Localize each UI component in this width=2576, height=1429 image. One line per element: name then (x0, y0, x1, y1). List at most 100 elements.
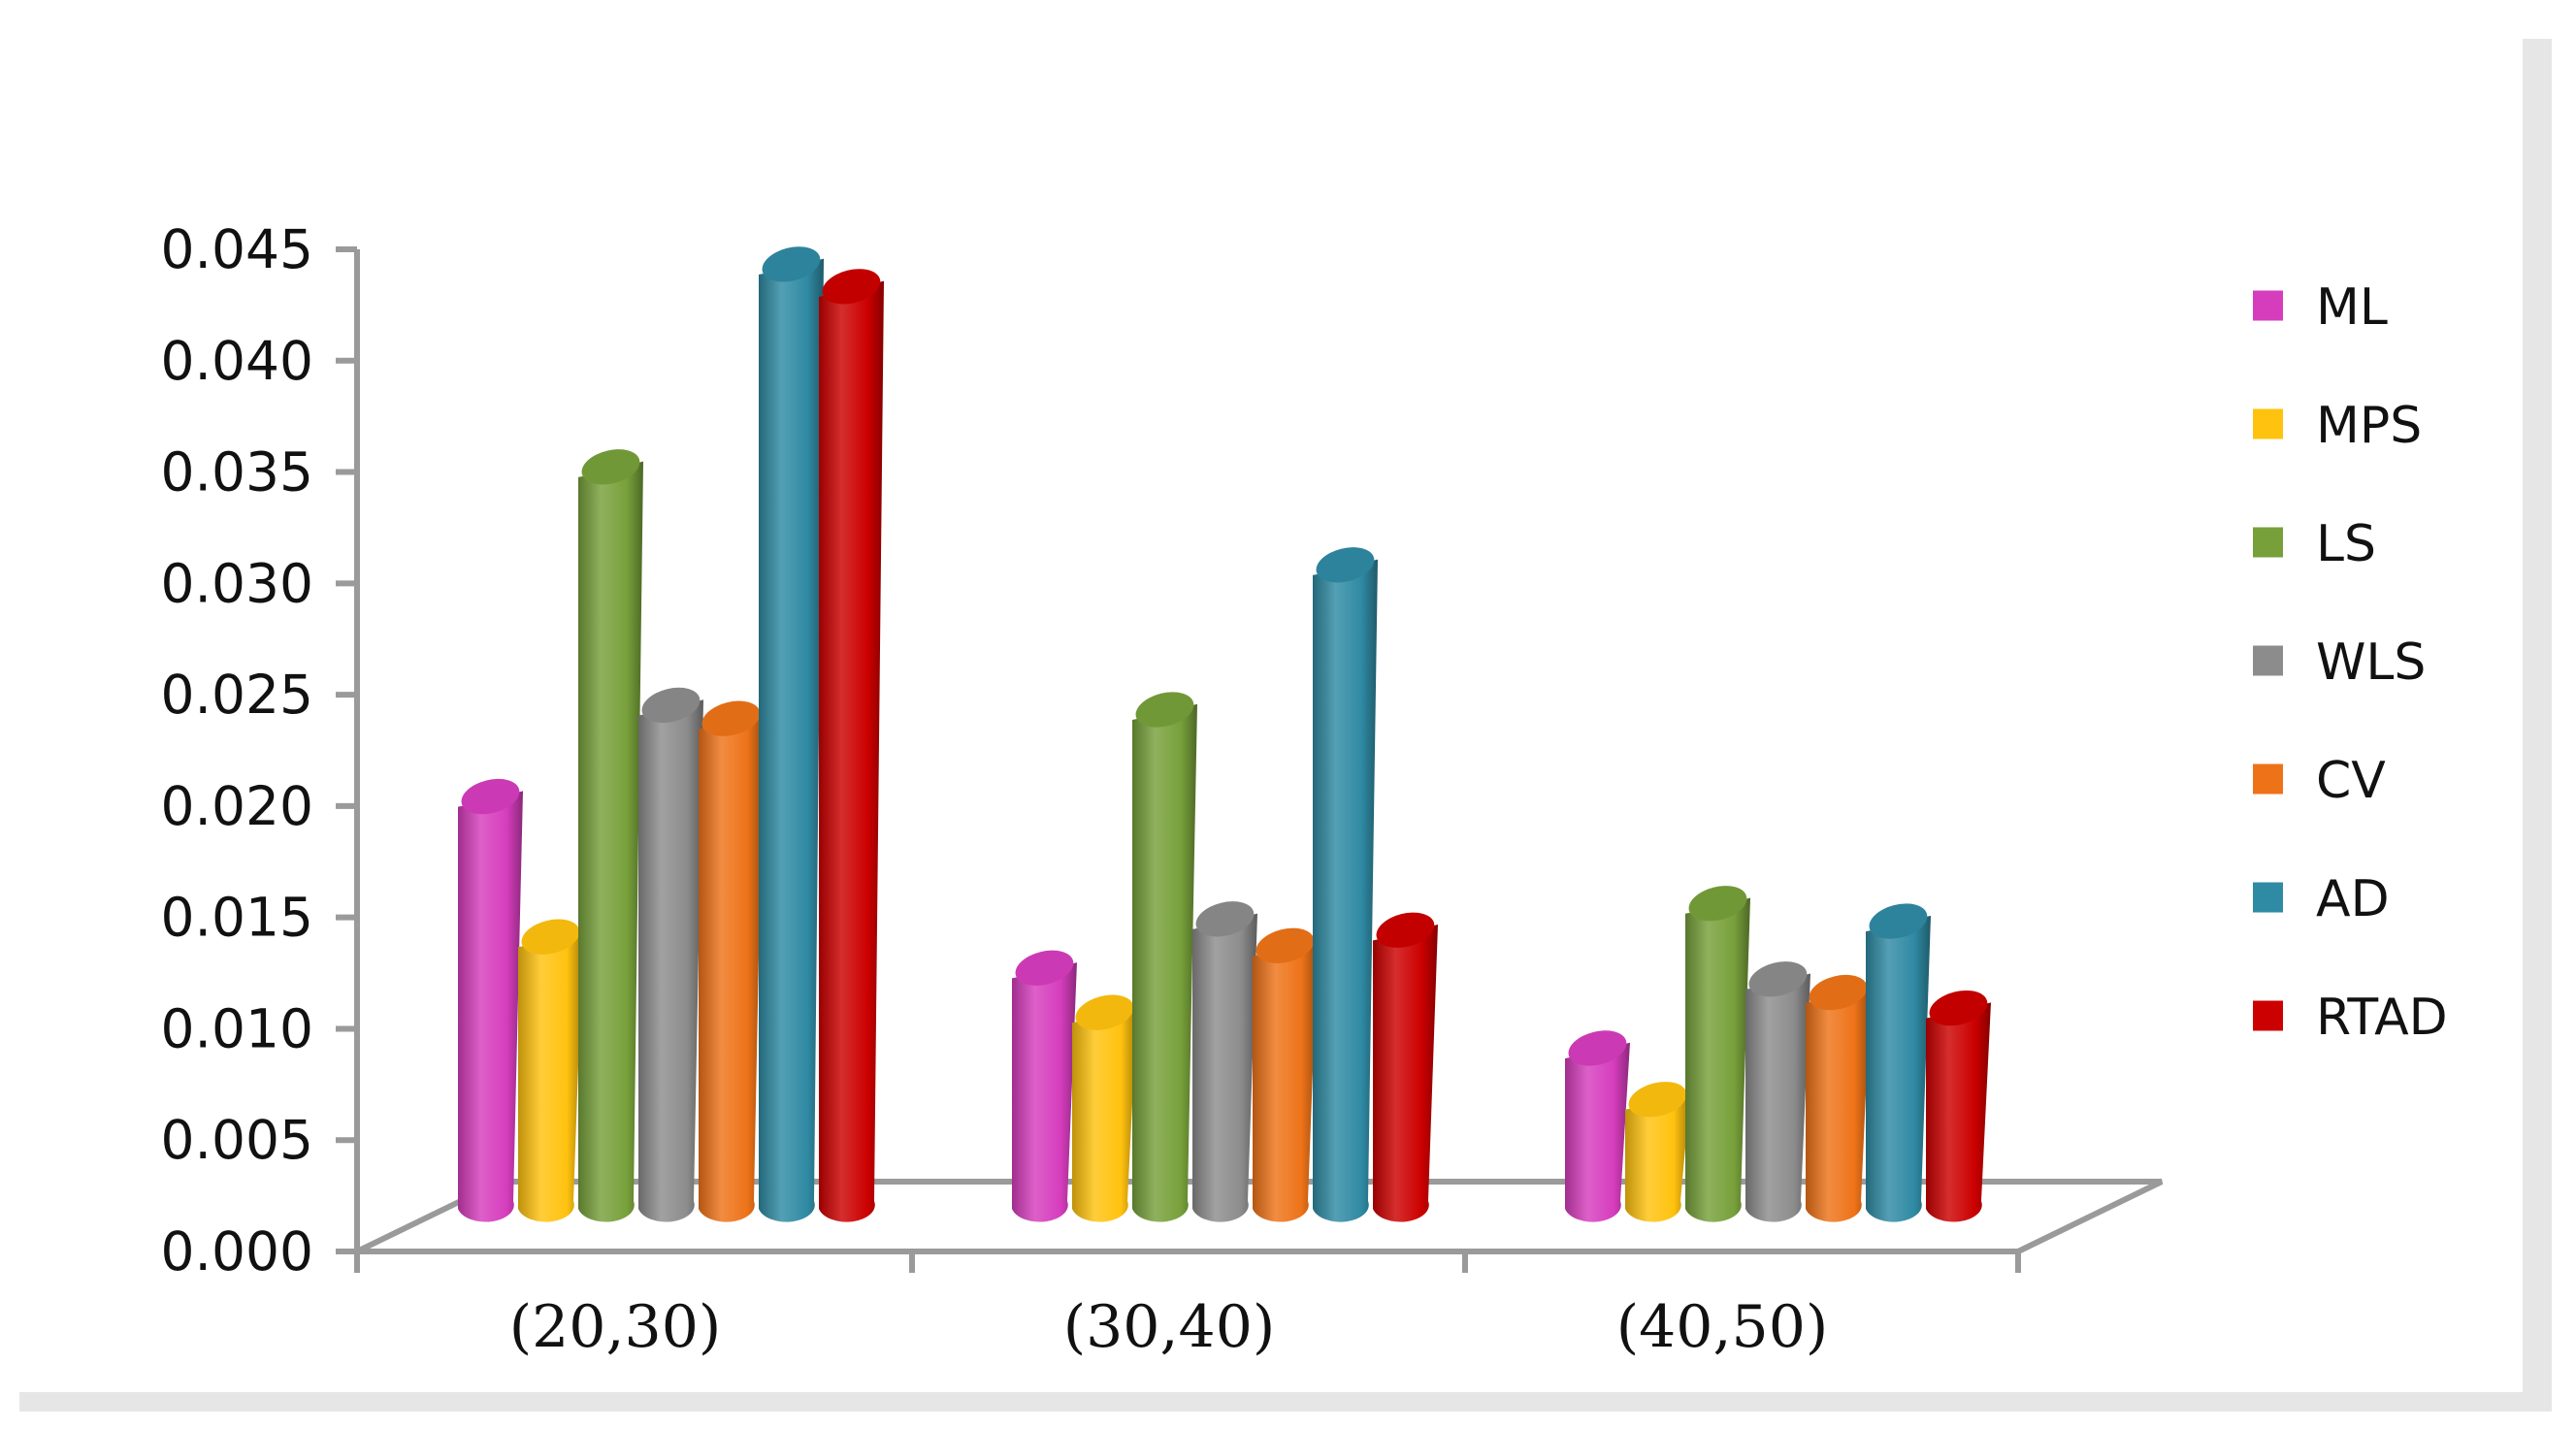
legend-swatch (2253, 1000, 2283, 1031)
bar-cap (521, 919, 580, 955)
bar-ls-2 (1132, 692, 1197, 1222)
bar-cv-3 (1806, 974, 1871, 1222)
bar-cap (1748, 961, 1808, 997)
legend-item-wls: WLS (2253, 633, 2426, 692)
bar-body (458, 791, 523, 1222)
bar-rtad-2 (1373, 912, 1438, 1222)
bar-cap (822, 269, 881, 305)
legend-label: LS (2316, 515, 2376, 573)
bar-body (578, 461, 643, 1222)
bar-body (1745, 973, 1810, 1222)
bar-cap (1809, 974, 1868, 1011)
bar-cap (1376, 912, 1435, 948)
bar-ad-1 (759, 246, 824, 1222)
frame-shadow (19, 39, 2552, 1412)
y-tick-label: 0.040 (161, 330, 313, 392)
legend-item-rtad: RTAD (2253, 989, 2448, 1047)
legend-swatch (2253, 882, 2283, 913)
bar-cap (1015, 950, 1074, 986)
bar-body (1625, 1093, 1690, 1222)
bar-body (1866, 915, 1931, 1222)
bar-cap (461, 778, 520, 815)
bar-ls-3 (1685, 886, 1750, 1222)
legend-label: ML (2316, 278, 2388, 337)
bar-cap (1195, 901, 1255, 937)
bar-rtad-3 (1926, 990, 1991, 1222)
y-tick-label: 0.005 (161, 1109, 313, 1171)
legend-swatch (2253, 290, 2283, 321)
y-tick-label: 0.045 (161, 218, 313, 280)
bar-rtad-1 (819, 269, 884, 1222)
bar-wls-3 (1745, 961, 1810, 1222)
bar-cap (1135, 692, 1194, 728)
legend-label: CV (2316, 752, 2386, 810)
bar-ml-2 (1012, 950, 1077, 1222)
legend-label: RTAD (2316, 989, 2448, 1047)
y-tick-label: 0.030 (161, 552, 313, 614)
bar-cap (1929, 990, 1988, 1026)
bar-cap (581, 449, 640, 485)
bar-mps-2 (1072, 994, 1137, 1222)
bar-cap (1568, 1030, 1627, 1066)
legend-item-ml: ML (2253, 278, 2388, 337)
legend-item-cv: CV (2253, 752, 2386, 810)
bar-wls-2 (1192, 901, 1257, 1222)
bar-mps-3 (1625, 1082, 1690, 1222)
bar-ls-1 (578, 449, 643, 1222)
bar-cap (762, 246, 821, 282)
y-tick-label: 0.025 (161, 664, 313, 726)
bar-body (1012, 962, 1077, 1222)
legend-swatch (2253, 408, 2283, 439)
bar-cap (1255, 927, 1315, 964)
bar-body (699, 712, 764, 1222)
y-tick-label: 0.015 (161, 887, 313, 949)
y-tick-label: 0.010 (161, 997, 313, 1059)
legend-item-ls: LS (2253, 515, 2376, 573)
legend-swatch (2253, 527, 2283, 558)
legend: ML MPS LS WLS CV AD RTAD (2253, 278, 2448, 1047)
legend-swatch (2253, 645, 2283, 676)
bar-cv-2 (1253, 927, 1318, 1222)
bar-body (1373, 925, 1438, 1222)
bar-body (1072, 1006, 1137, 1222)
y-tick-label: 0.020 (161, 775, 313, 837)
axes (336, 246, 2164, 1273)
bar-body (1685, 897, 1750, 1222)
bar-body (638, 699, 703, 1222)
legend-item-ad: AD (2253, 870, 2390, 928)
bar-cap (1628, 1082, 1687, 1118)
bar-body (1926, 1002, 1991, 1222)
bar-body (1132, 703, 1197, 1222)
bar-ml-3 (1565, 1030, 1630, 1222)
x-category-label: (30,40) (1063, 1293, 1276, 1361)
bar-cv-1 (699, 700, 764, 1222)
bar-body (1565, 1042, 1630, 1222)
bar-wls-1 (638, 687, 703, 1222)
bar-cap (1075, 994, 1134, 1030)
legend-label: AD (2316, 870, 2390, 928)
bar-ad-2 (1313, 547, 1378, 1222)
bar-body (1806, 987, 1871, 1222)
y-tick-labels: 0.000 0.005 0.010 0.015 0.020 0.025 0.030 0.035… (161, 218, 313, 1283)
x-category-label: (20,30) (509, 1293, 722, 1361)
bar-cap (1688, 886, 1747, 922)
bar-ml-1 (458, 778, 523, 1222)
legend-label: WLS (2316, 633, 2426, 692)
bar-body (1192, 913, 1257, 1222)
bar-ad-3 (1866, 903, 1931, 1222)
bar-body (518, 930, 583, 1222)
bar-body (759, 258, 824, 1222)
legend-label: MPS (2316, 397, 2422, 455)
legend-item-mps: MPS (2253, 397, 2422, 455)
bar-cap (1869, 903, 1928, 939)
bar-body (1253, 940, 1318, 1222)
bar-cap (1316, 547, 1375, 583)
bar-body (1313, 559, 1378, 1222)
y-tick-label: 0.000 (161, 1220, 313, 1283)
legend-swatch (2253, 763, 2283, 795)
bar-mps-1 (518, 919, 583, 1222)
bar-cap (701, 700, 761, 736)
bar-body (819, 280, 884, 1222)
